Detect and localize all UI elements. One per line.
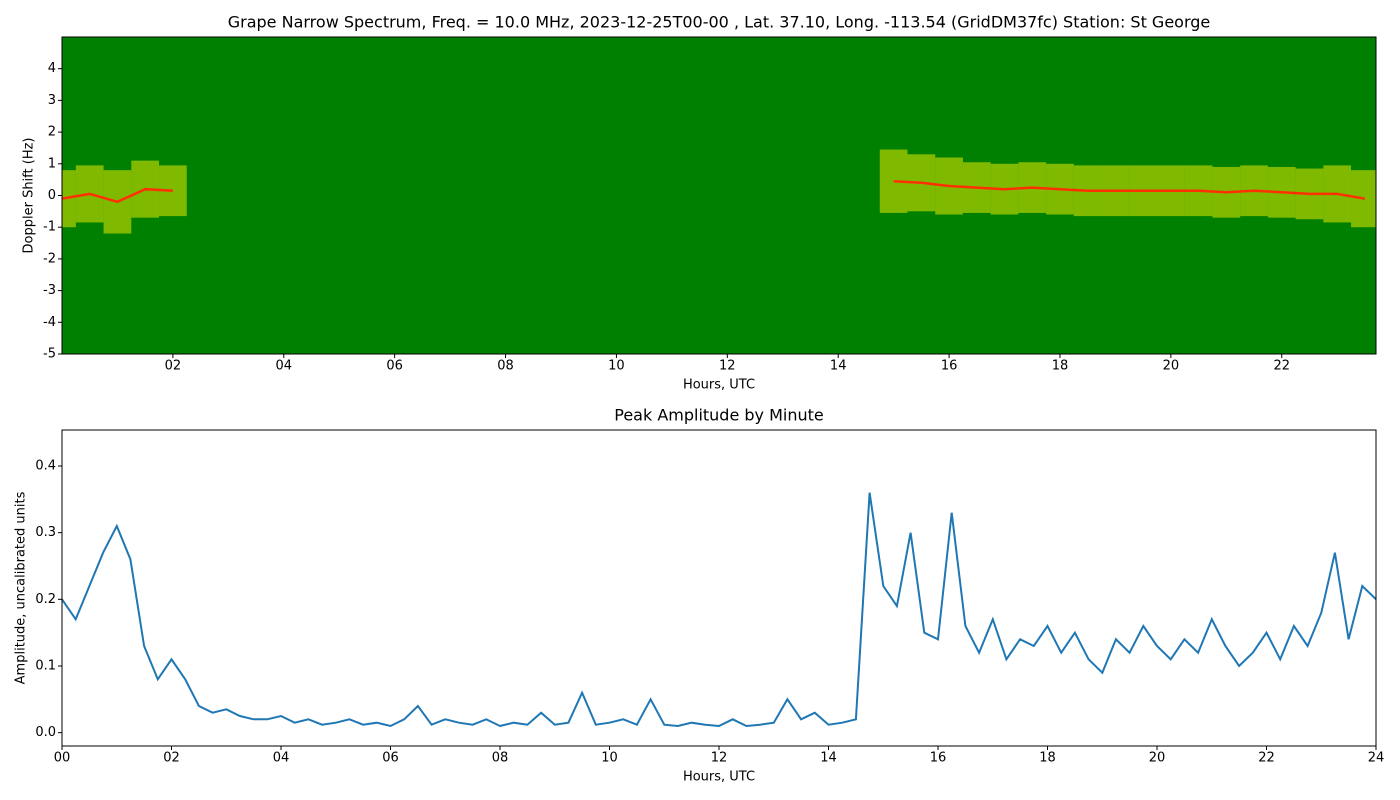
x-tick-label: 06 xyxy=(386,359,403,374)
x-tick-label: 16 xyxy=(941,359,958,374)
x-tick-label: 18 xyxy=(1039,751,1056,766)
signal-band xyxy=(1351,170,1376,228)
x-tick-label: 22 xyxy=(1258,751,1275,766)
x-tick-label: 08 xyxy=(497,359,514,374)
y-tick-label: 3 xyxy=(48,93,56,108)
data-line xyxy=(62,179,1366,204)
y-tick-label: -1 xyxy=(43,220,56,235)
x-tick-label: 02 xyxy=(163,751,180,766)
y-tick-label: 0.1 xyxy=(35,659,56,674)
x-tick-label: 12 xyxy=(711,751,728,766)
x-tick-label: 10 xyxy=(608,359,625,374)
y-tick-label: -4 xyxy=(43,315,56,330)
x-tick-label: 10 xyxy=(601,751,618,766)
y-tick-label: -5 xyxy=(43,347,56,362)
x-tick-label: 20 xyxy=(1149,751,1166,766)
x-axis-label: Hours, UTC xyxy=(683,378,755,393)
data-line xyxy=(62,492,1376,728)
y-tick-label: -3 xyxy=(43,283,56,298)
y-tick-label: 0.4 xyxy=(35,459,56,474)
x-tick-label: 08 xyxy=(492,751,509,766)
y-tick-label: 0.0 xyxy=(35,725,56,740)
x-tick-label: 16 xyxy=(930,751,947,766)
x-tick-label: 02 xyxy=(165,359,182,374)
y-tick-label: -2 xyxy=(43,251,56,266)
x-tick-label: 12 xyxy=(719,359,736,374)
x-tick-label: 18 xyxy=(1052,359,1069,374)
x-tick-label: 14 xyxy=(820,751,837,766)
y-tick-label: 4 xyxy=(48,61,56,76)
chart-title: Peak Amplitude by Minute xyxy=(614,406,824,425)
plot-frame xyxy=(61,429,1377,747)
x-tick-label: 04 xyxy=(273,751,290,766)
y-axis-label: Doppler Shift (Hz) xyxy=(22,138,37,254)
y-tick-label: 0 xyxy=(48,188,56,203)
chart-title: Grape Narrow Spectrum, Freq. = 10.0 MHz,… xyxy=(228,13,1211,32)
x-tick-label: 22 xyxy=(1273,359,1290,374)
x-tick-label: 20 xyxy=(1163,359,1180,374)
y-tick-label: 2 xyxy=(48,125,56,140)
x-tick-label: 06 xyxy=(382,751,399,766)
y-tick-label: 1 xyxy=(48,156,56,171)
x-tick-label: 14 xyxy=(830,359,847,374)
x-tick-label: 24 xyxy=(1368,751,1385,766)
y-axis-label: Amplitude, uncalibrated units xyxy=(14,491,29,684)
x-tick-label: 04 xyxy=(275,359,292,374)
x-axis-label: Hours, UTC xyxy=(683,770,755,785)
y-tick-label: 0.2 xyxy=(35,592,56,607)
y-tick-label: 0.3 xyxy=(35,525,56,540)
x-tick-label: 00 xyxy=(54,751,71,766)
